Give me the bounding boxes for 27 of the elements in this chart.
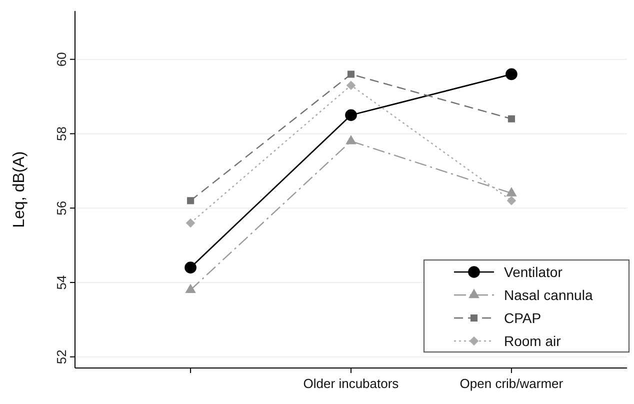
y-tick-label: 52 [54,350,69,364]
point [184,262,196,274]
legend-label: CPAP [504,310,542,326]
legend-entry: Nasal cannula [454,287,593,303]
legend-label: Room air [504,333,562,349]
legend-label: Nasal cannula [504,287,593,303]
legend-label: Ventilator [504,264,563,280]
point [185,284,196,294]
x-tick-label: Older incubators [303,376,400,391]
point [506,196,516,206]
point [345,109,357,122]
legend-entry: Room air [454,333,561,349]
point [346,80,356,90]
legend-entry: Ventilator [454,264,562,280]
y-tick-label: 54 [54,275,69,290]
point [508,115,515,122]
y-tick-label: 56 [54,200,69,216]
y-tick-label: 60 [54,52,69,67]
legend-entry: CPAP [454,310,542,326]
point [506,68,518,80]
y-tick-label: 58 [54,126,69,141]
point [347,70,355,78]
point [506,187,517,196]
point [187,197,194,204]
point [186,218,196,228]
y-axis-title: Leq, dB(A) [11,151,28,228]
x-tick-label: Open crib/warmer [460,376,564,391]
